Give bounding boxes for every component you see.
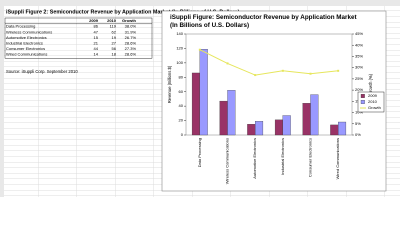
growth-marker bbox=[281, 69, 284, 72]
x-tick-label: Automotive Electronics bbox=[252, 138, 257, 179]
bar bbox=[219, 100, 228, 136]
y2-axis-label: Growth (%) bbox=[368, 73, 373, 95]
table-cell: 56 bbox=[112, 46, 117, 51]
table-cell: 86 bbox=[94, 24, 99, 29]
table-header: 2010 bbox=[107, 18, 117, 23]
bar bbox=[191, 72, 200, 136]
legend-label: 2009 bbox=[368, 93, 378, 98]
y-tick-label: 60 bbox=[179, 89, 184, 94]
y2-tick-label: 40% bbox=[355, 42, 363, 47]
legend-swatch bbox=[360, 94, 365, 98]
table-cell: 15 bbox=[94, 35, 99, 40]
growth-marker bbox=[309, 72, 312, 75]
table-cell: 27.3% bbox=[125, 46, 137, 51]
table-cell: 18 bbox=[112, 52, 117, 57]
bar bbox=[310, 94, 319, 136]
y2-tick-label: 30% bbox=[355, 65, 363, 70]
table-row-label: Consumer Electronics bbox=[6, 46, 45, 51]
y-tick-label: 0 bbox=[181, 132, 184, 137]
growth-marker bbox=[337, 69, 340, 72]
table-row-label: Wired Communications bbox=[6, 52, 47, 57]
growth-marker bbox=[226, 62, 229, 65]
sheet-canvas: iSuppli Figure 2: Semiconductor Revenue … bbox=[0, 0, 400, 197]
column-header bbox=[0, 0, 400, 6]
table-row-label: Industrial Electronics bbox=[6, 40, 43, 45]
bar bbox=[274, 119, 283, 136]
table-cell: 26.7% bbox=[125, 35, 137, 40]
bar bbox=[330, 124, 339, 136]
table-row-label: Automotive Electronics bbox=[6, 35, 47, 40]
table-cell: 27 bbox=[112, 40, 117, 45]
table-cell: 28.6% bbox=[125, 52, 137, 57]
table-row-label: Wireless Communications bbox=[6, 29, 52, 34]
legend-label: Growth bbox=[368, 105, 381, 110]
growth-marker bbox=[254, 74, 257, 77]
y-axis-label: Revenue (Billions $) bbox=[167, 65, 172, 103]
table-header: Growth bbox=[122, 18, 137, 23]
y-tick-label: 120 bbox=[176, 45, 183, 50]
bar bbox=[338, 121, 347, 136]
y-tick-label: 40 bbox=[179, 103, 184, 108]
source-note: Source: iSuppli Corp. September 2010 bbox=[6, 69, 78, 74]
y2-tick-label: 20% bbox=[355, 87, 363, 92]
plot-area bbox=[185, 33, 353, 136]
bar bbox=[199, 49, 208, 136]
table-header: 2009 bbox=[89, 18, 99, 23]
y-tick-label: 20 bbox=[179, 118, 184, 123]
table-cell: 38.0% bbox=[125, 24, 137, 29]
y-tick-label: 80 bbox=[179, 74, 184, 79]
y2-tick-label: 45% bbox=[355, 31, 363, 36]
bar bbox=[282, 115, 291, 136]
y2-tick-label: 0% bbox=[355, 132, 361, 137]
legend-label: 2010 bbox=[368, 99, 378, 104]
table-cell: 28.6% bbox=[125, 40, 137, 45]
table-cell: 62 bbox=[112, 29, 117, 34]
table-cell: 31.9% bbox=[125, 29, 137, 34]
table-cell: 19 bbox=[112, 35, 117, 40]
x-tick-label: Consumer Electronics bbox=[308, 138, 313, 177]
chart-title: iSuppli Figure: Semiconductor Revenue by… bbox=[170, 14, 357, 29]
y2-tick-label: 35% bbox=[355, 54, 363, 59]
x-tick-label: Wired Communications bbox=[335, 138, 340, 179]
table-cell: 119 bbox=[110, 24, 117, 29]
sheet-title: iSuppli Figure 2: Semiconductor Revenue … bbox=[6, 9, 240, 15]
x-tick-label: Industrial Electronics bbox=[280, 138, 285, 175]
growth-line bbox=[199, 49, 339, 76]
y2-tick-label: 5% bbox=[355, 121, 361, 126]
row-header bbox=[0, 0, 4, 197]
bar bbox=[247, 124, 256, 136]
table-cell: 47 bbox=[94, 29, 99, 34]
y2-tick-label: 25% bbox=[355, 76, 363, 81]
table-box bbox=[4, 17, 153, 59]
table-cell: 44 bbox=[94, 46, 99, 51]
table-cell: 14 bbox=[94, 52, 99, 57]
x-tick-label: Wireless Communications bbox=[225, 138, 230, 184]
y-tick-label: 140 bbox=[176, 31, 183, 36]
legend-swatch bbox=[360, 100, 365, 104]
bar bbox=[255, 121, 264, 136]
table-row-label: Data Processing bbox=[6, 24, 35, 29]
y-tick-label: 100 bbox=[176, 60, 183, 65]
spreadsheet: iSuppli Figure 2: Semiconductor Revenue … bbox=[0, 0, 400, 197]
table-cell: 21 bbox=[94, 40, 99, 45]
x-tick-label: Data Processing bbox=[197, 138, 202, 167]
bar bbox=[227, 90, 236, 136]
bar bbox=[302, 103, 311, 136]
growth-marker bbox=[198, 48, 201, 51]
